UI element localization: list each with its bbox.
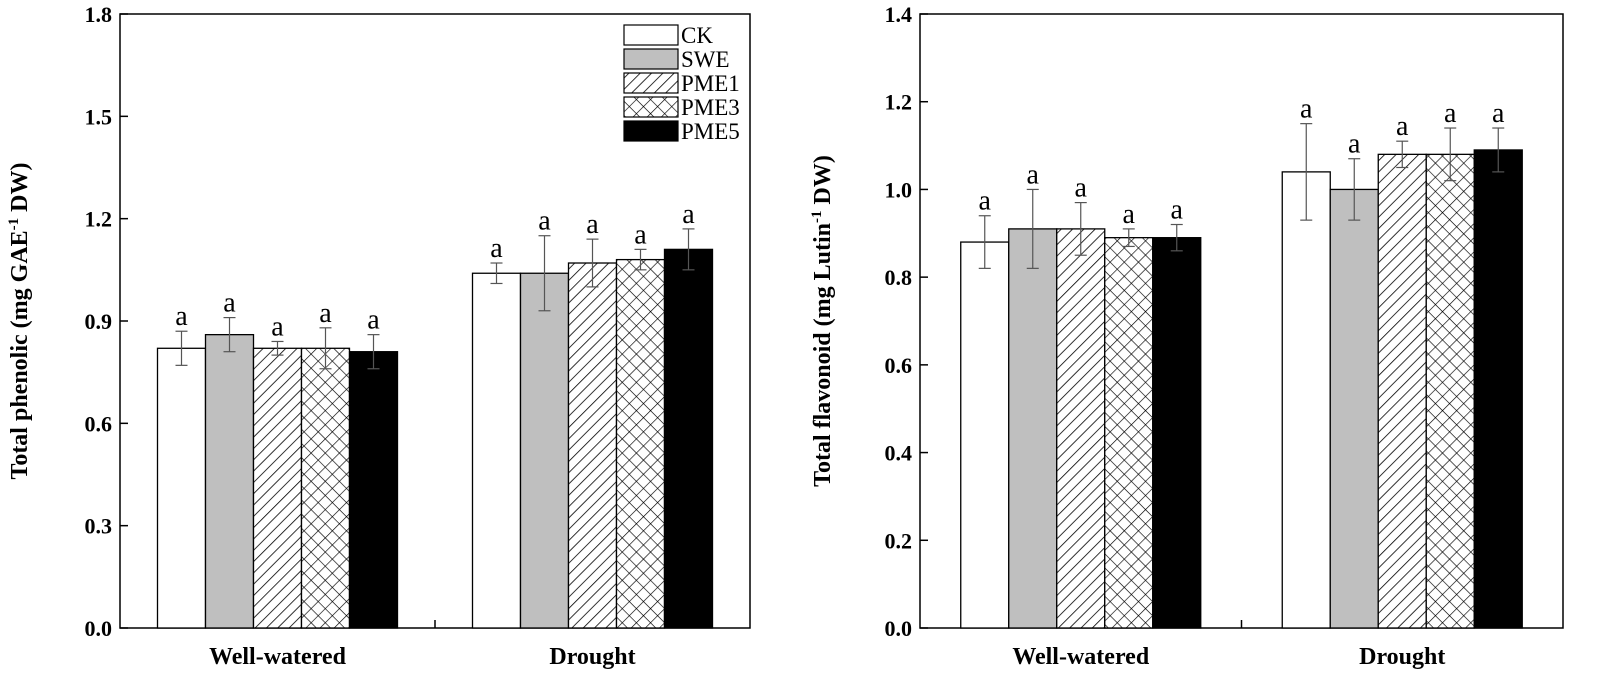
y-tick-label: 1.0 — [885, 177, 913, 202]
significance-letter: a — [979, 186, 992, 217]
significance-letter: a — [367, 305, 380, 336]
bar-pme5-0 — [1152, 237, 1202, 629]
bar-ck-1 — [471, 272, 522, 629]
bar-pme3-0 — [300, 347, 351, 629]
bar-pme3-0 — [1104, 237, 1154, 629]
y-axis-label-tail: DW) — [810, 155, 836, 210]
significance-letter: a — [634, 219, 647, 250]
y-tick-label: 1.2 — [85, 207, 113, 232]
significance-letter: a — [1171, 195, 1184, 226]
y-axis-label-sup: -1 — [809, 210, 825, 223]
legend-swatch-ck — [623, 24, 679, 46]
significance-letter: a — [1396, 111, 1409, 142]
bar-pme5-1 — [663, 248, 714, 629]
bar-pme1-0 — [1056, 228, 1106, 629]
legend-swatch-pme1 — [623, 72, 679, 94]
y-tick-label: 0.8 — [885, 265, 913, 290]
significance-letter: a — [1075, 173, 1088, 204]
legend-label: PME5 — [681, 119, 740, 144]
bar-swe-0 — [204, 333, 255, 629]
y-tick-label: 0.4 — [885, 441, 913, 466]
y-axis-label: Total flavonoid (mg Lutin-1 DW) — [809, 155, 836, 487]
y-tick-label: 0.0 — [885, 616, 913, 641]
legend-label: PME1 — [681, 71, 740, 96]
legend-label: PME3 — [681, 95, 740, 120]
x-category-label: Well-watered — [1012, 644, 1150, 670]
significance-letter: a — [490, 233, 503, 264]
significance-letter: a — [538, 206, 551, 237]
y-tick-label: 0.3 — [85, 514, 113, 539]
y-tick-label: 0.2 — [885, 528, 913, 553]
y-axis-label-tail: DW) — [7, 163, 33, 218]
x-category-label: Drought — [1359, 644, 1445, 670]
x-category-label: Well-watered — [209, 644, 347, 670]
significance-letter: a — [1300, 94, 1313, 125]
significance-letter: a — [1348, 129, 1361, 160]
bar-pme5-0 — [348, 351, 399, 629]
y-tick-label: 0.0 — [85, 616, 113, 641]
significance-letter: a — [223, 288, 236, 319]
bar-swe-1 — [519, 272, 570, 629]
y-tick-label: 0.9 — [85, 309, 113, 334]
y-tick-label: 0.6 — [85, 411, 113, 436]
bar-swe-1 — [1329, 188, 1379, 629]
x-category-label: Drought — [549, 644, 635, 670]
legend-swatch-pme5 — [623, 120, 679, 142]
bar-pme3-1 — [615, 258, 666, 629]
bar-ck-0 — [156, 347, 207, 629]
bar-pme1-1 — [1377, 153, 1427, 629]
significance-letter: a — [682, 199, 695, 230]
legend-label: CK — [681, 23, 713, 48]
y-tick-label: 1.2 — [885, 90, 913, 115]
y-axis-label-main: Total phenolic (mg GAE — [7, 230, 33, 479]
y-axis-label-sup: -1 — [6, 218, 22, 231]
y-tick-label: 1.4 — [885, 2, 913, 27]
legend-label: SWE — [681, 47, 730, 72]
significance-letter: a — [175, 301, 188, 332]
bar-ck-1 — [1281, 171, 1331, 629]
bar-ck-0 — [960, 241, 1010, 629]
y-tick-label: 0.6 — [885, 353, 913, 378]
y-tick-label: 1.8 — [85, 2, 113, 27]
significance-letter: a — [586, 209, 599, 240]
flavonoid-chart: 0.0 0.2 0.4 0.6 0.8 1.0 1.2 1.4 Total flavonoid … — [809, 2, 1564, 670]
significance-letter: a — [1492, 98, 1505, 129]
significance-letter: a — [319, 298, 332, 329]
y-tick-label: 1.5 — [85, 104, 113, 129]
significance-letter: a — [1027, 159, 1040, 190]
significance-letter: a — [271, 311, 284, 342]
y-axis-label-main: Total flavonoid (mg Lutin — [810, 223, 836, 487]
bar-pme5-1 — [1473, 149, 1523, 629]
legend-swatch-pme3 — [623, 96, 679, 118]
legend-swatch-swe — [623, 48, 679, 70]
phenolic-chart: 0.0 0.3 0.6 0.9 1.2 1.5 1.8 Total phenolic (mg … — [6, 2, 751, 670]
bar-pme1-0 — [252, 347, 303, 629]
y-axis-label: Total phenolic (mg GAE-1 DW) — [6, 163, 33, 480]
bar-pme1-1 — [567, 262, 618, 629]
significance-letter: a — [1123, 199, 1136, 230]
bar-swe-0 — [1008, 228, 1058, 629]
significance-letter: a — [1444, 98, 1457, 129]
bar-pme3-1 — [1425, 153, 1475, 629]
